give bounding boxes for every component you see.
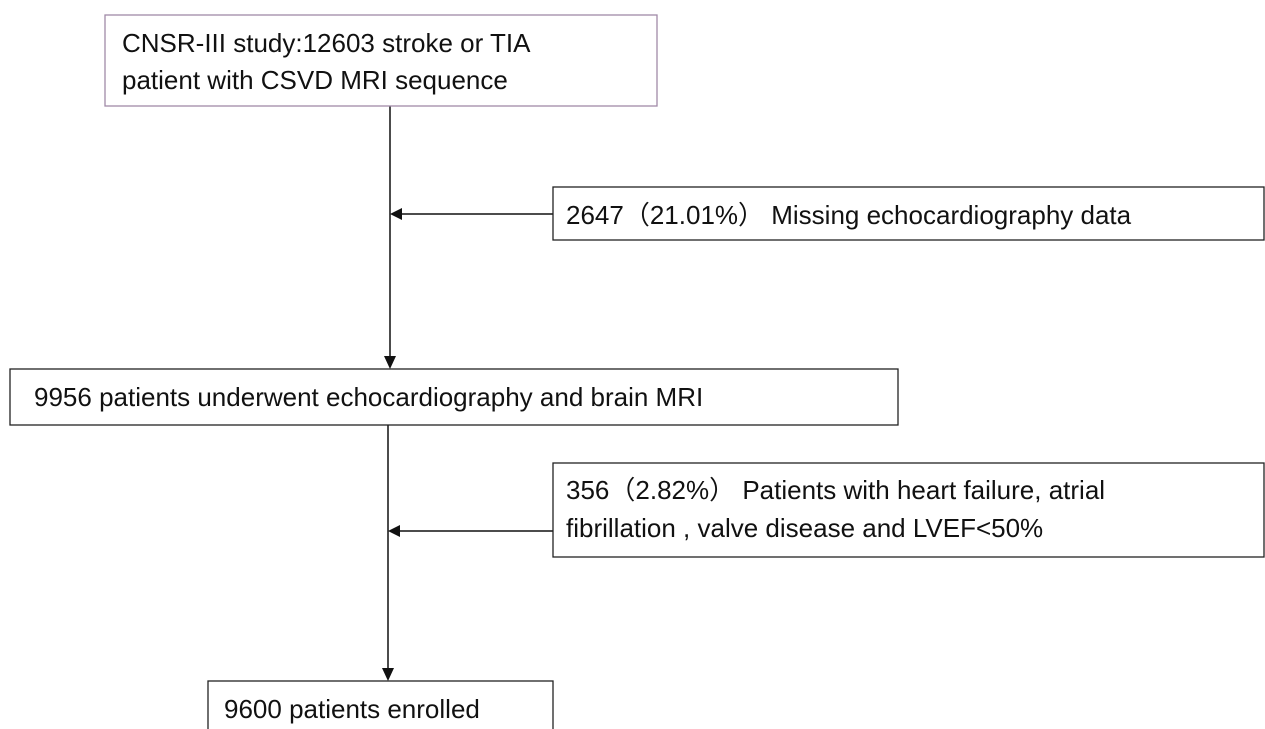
node-box	[9, 368, 899, 426]
node-text: 9956 patients underwent echocardiography…	[34, 382, 703, 412]
node-box	[104, 14, 658, 107]
node-text: 356（2.82%） Patients with heart failure, …	[566, 475, 1105, 505]
node-text: CNSR-III study:12603 stroke or TIA	[122, 28, 531, 58]
node-box	[207, 680, 554, 729]
node-box	[552, 186, 1265, 241]
arrowhead	[384, 356, 396, 369]
node-box	[552, 462, 1265, 558]
node-text: fibrillation , valve disease and LVEF<50…	[566, 513, 1043, 543]
node-text: 2647（21.01%） Missing echocardiography da…	[566, 200, 1132, 230]
arrowhead	[390, 208, 402, 220]
arrowhead	[382, 668, 394, 681]
arrowhead	[388, 525, 400, 537]
node-text: patient with CSVD MRI sequence	[122, 65, 508, 95]
node-text: 9600 patients enrolled	[224, 694, 480, 724]
